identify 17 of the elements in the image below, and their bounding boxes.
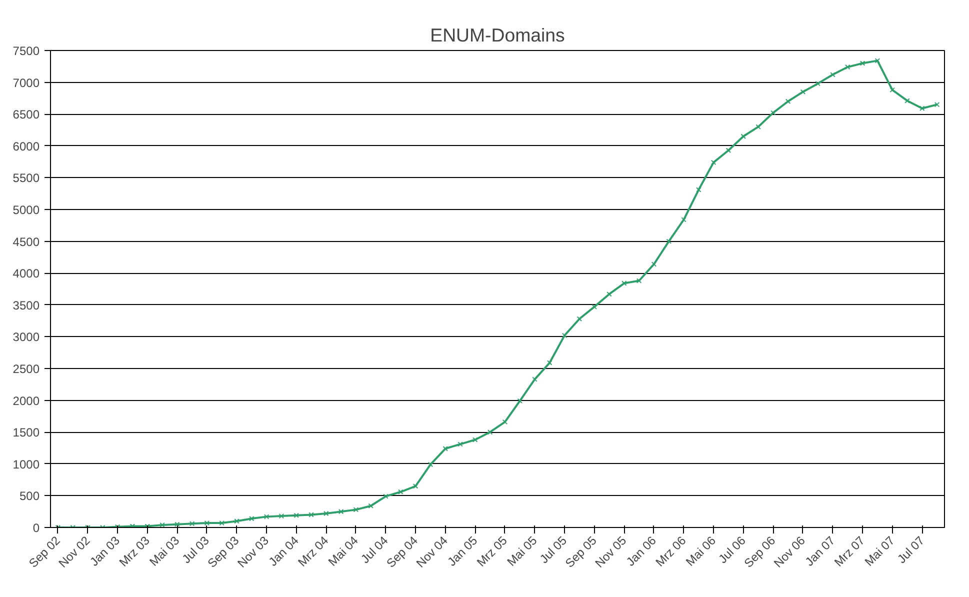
y-tick-label: 2000 [12,394,40,408]
y-tick-label: 1500 [12,426,40,440]
chart-title: ENUM-Domains [430,24,565,46]
y-tick-label: 7000 [12,76,40,90]
y-tick-label: 2500 [12,362,40,376]
y-tick-label: 5500 [12,171,40,186]
y-tick-label: 5000 [12,203,40,217]
y-tick-label: 0 [32,521,40,535]
y-tick-label: 4500 [12,234,40,249]
y-tick-label: 6000 [12,139,40,154]
y-tick-label: 500 [19,489,40,504]
y-tick-label: 3500 [12,298,40,312]
y-tick-label: 3000 [12,330,40,344]
y-tick-label: 7500 [12,44,40,58]
y-tick-label: 1000 [12,457,40,472]
y-tick-label: 4000 [12,266,40,281]
y-tick-label: 6500 [12,108,40,122]
